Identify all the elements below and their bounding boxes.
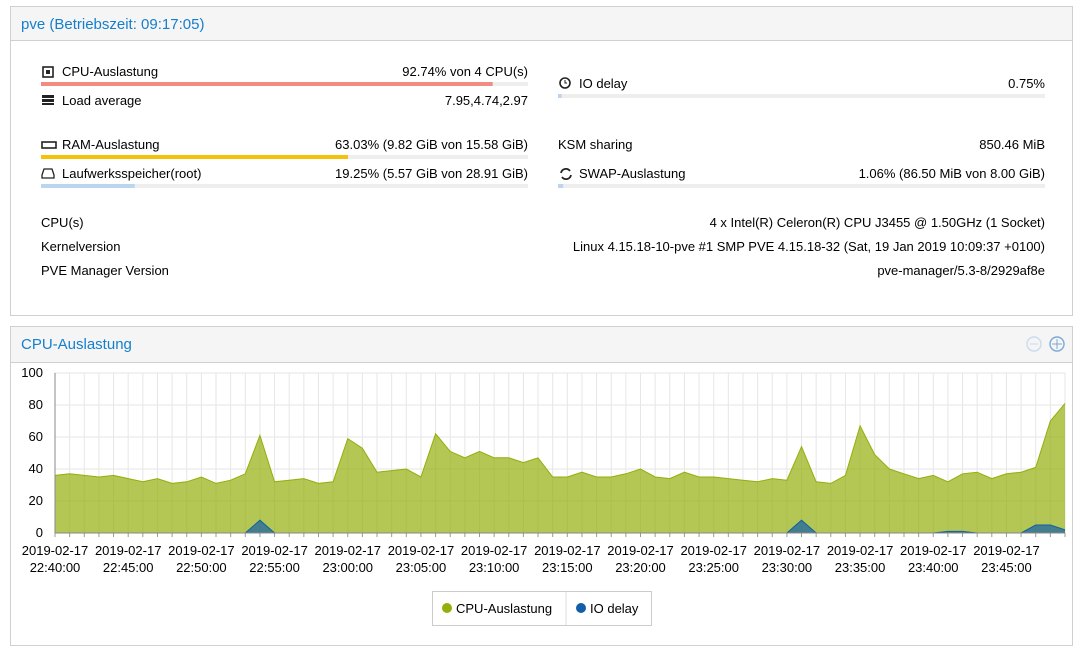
chart-title: CPU-Auslastung [21,336,132,353]
y-tick-label: 0 [35,525,43,540]
x-tick-label: 2019-02-17 23:00:00 [314,543,382,575]
ksm-text: 850.46 MiB [979,137,1045,152]
info-value: pve-manager/5.3-8/2929af8e [877,263,1045,278]
load-icon [42,95,54,105]
x-tick-label: 2019-02-17 23:15:00 [534,543,601,575]
ram-icon [41,141,57,149]
zoom-buttons[interactable] [1026,335,1068,353]
ram-bar [41,155,528,159]
y-tick-label: 80 [28,397,43,412]
x-tick-label: 2019-02-17 23:25:00 [680,543,747,575]
info-value: 4 x Intel(R) Celeron(R) CPU J3455 @ 1.50… [709,215,1045,230]
panel-header: CPU-Auslastung [11,327,1072,363]
io-text: 0.75% [1008,76,1045,91]
info-label: Kernelversion [41,239,121,254]
x-tick-label: 2019-02-17 22:40:00 [21,543,89,575]
y-tick-label: 60 [28,429,43,444]
disk-bar [41,184,528,188]
x-tick-label: 2019-02-17 23:40:00 [900,543,967,575]
y-tick-label: 40 [28,461,43,476]
panel-header: pve (Betriebszeit: 09:17:05) [11,7,1072,41]
line [54,403,1066,484]
ram-text: 63.03% (9.82 GiB von 15.58 GiB) [335,137,528,152]
area [55,403,1065,533]
io-bar [558,94,1045,98]
legend-markers [442,592,586,625]
legend-marker [576,603,586,613]
disk-label: Laufwerksspeicher(root) [62,166,202,181]
cpu-text: 92.74% von 4 CPU(s) [402,64,528,79]
disk-fill [41,184,135,188]
x-tick-label: 2019-02-17 22:45:00 [94,543,162,575]
chart-panel: CPU-Auslastung [10,326,1073,646]
info-value: Linux 4.15.18-10-pve #1 SMP PVE 4.15.18-… [572,239,1045,254]
disk-text: 19.25% (5.57 GiB von 28.91 GiB) [335,166,528,181]
x-tick-label: 2019-02-17 23:20:00 [607,543,674,575]
disk-icon [41,168,55,179]
swap-fill [558,184,564,188]
io-icon [559,77,571,89]
info-label: CPU(s) [41,215,84,230]
legend: CPU-Auslastung IO delay [432,591,652,626]
ram-fill [41,155,348,159]
swap-label: SWAP-Auslastung [579,166,686,181]
ram-label: RAM-Auslastung [62,137,160,152]
cpu-icon [42,66,54,78]
legend-label[interactable]: CPU-Auslastung [456,601,553,616]
cpu-bar [41,82,528,86]
info-label: PVE Manager Version [41,263,169,278]
node-title: pve (Betriebszeit: 09:17:05) [21,16,205,33]
x-tick-label: 2019-02-17 23:10:00 [460,543,528,575]
load-text: 7.95,4.74,2.97 [444,93,528,108]
ksm-label: KSM sharing [558,137,633,152]
io-fill [558,94,562,98]
legend-label[interactable]: IO delay [590,601,639,616]
x-tick-label: 2019-02-17 22:50:00 [168,543,235,575]
x-tick-label: 2019-02-17 23:30:00 [753,543,821,575]
x-tick-label: 2019-02-17 23:45:00 [973,543,1040,575]
x-tick-label: 2019-02-17 23:05:00 [387,543,455,575]
io-label: IO delay [579,76,628,91]
load-label: Load average [62,93,142,108]
x-tick-label: 2019-02-17 23:35:00 [826,543,894,575]
y-tick-label: 20 [28,493,43,508]
legend-marker [442,603,452,613]
cpu-fill [41,82,493,86]
x-tick-label: 2019-02-17 22:55:00 [241,543,308,575]
swap-icon [560,168,572,180]
swap-text: 1.06% (86.50 MiB von 8.00 GiB) [858,166,1045,181]
cpu-label: CPU-Auslastung [62,64,159,79]
y-tick-label: 100 [21,365,43,380]
status-panel: pve (Betriebszeit: 09:17:05) [10,6,1073,316]
swap-bar [558,184,1045,188]
